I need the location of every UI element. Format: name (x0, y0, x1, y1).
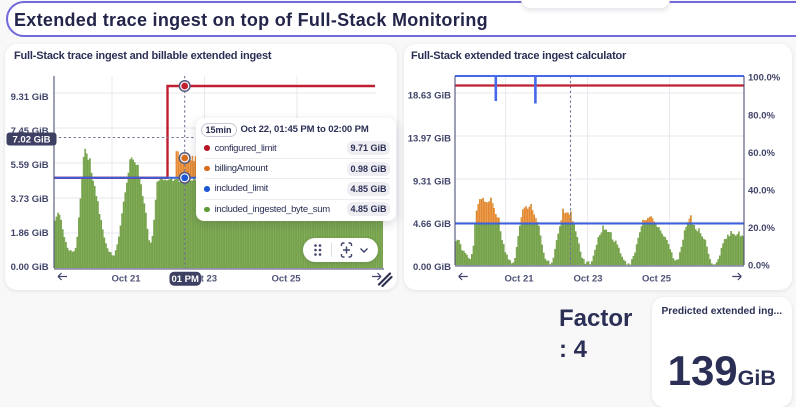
svg-text:4.66 GiB: 4.66 GiB (413, 219, 451, 230)
svg-text:20.0%: 20.0% (748, 223, 775, 234)
svg-text:9.31 GiB: 9.31 GiB (11, 92, 49, 103)
svg-text:Oct 23: Oct 23 (573, 274, 602, 285)
svg-text:Oct 25: Oct 25 (271, 274, 301, 285)
svg-text:Oct 25: Oct 25 (642, 274, 672, 285)
svg-text:9.31 GiB: 9.31 GiB (413, 176, 451, 187)
svg-text:80.0%: 80.0% (748, 111, 775, 122)
svg-text:0.00 GiB: 0.00 GiB (413, 262, 451, 273)
svg-text:13.97 GiB: 13.97 GiB (408, 134, 451, 145)
svg-text:0.0%: 0.0% (748, 261, 770, 272)
svg-text:0.00 GiB: 0.00 GiB (11, 262, 49, 273)
svg-text:Oct 21: Oct 21 (111, 274, 141, 285)
svg-text:5.59 GiB: 5.59 GiB (11, 160, 49, 171)
svg-text:7.02 GiB: 7.02 GiB (12, 135, 50, 146)
svg-text:Oct 23: Oct 23 (188, 274, 217, 285)
svg-text:Oct 21: Oct 21 (504, 274, 534, 285)
svg-text:60.0%: 60.0% (748, 148, 775, 159)
svg-text:3.73 GiB: 3.73 GiB (11, 194, 49, 205)
svg-text:18.63 GiB: 18.63 GiB (408, 91, 451, 102)
svg-text:1.86 GiB: 1.86 GiB (11, 228, 49, 239)
svg-text:40.0%: 40.0% (748, 186, 775, 197)
svg-text:01 PM: 01 PM (171, 274, 199, 285)
svg-text:100.0%: 100.0% (748, 73, 781, 84)
svg-text:7.45 GiB: 7.45 GiB (11, 126, 49, 137)
